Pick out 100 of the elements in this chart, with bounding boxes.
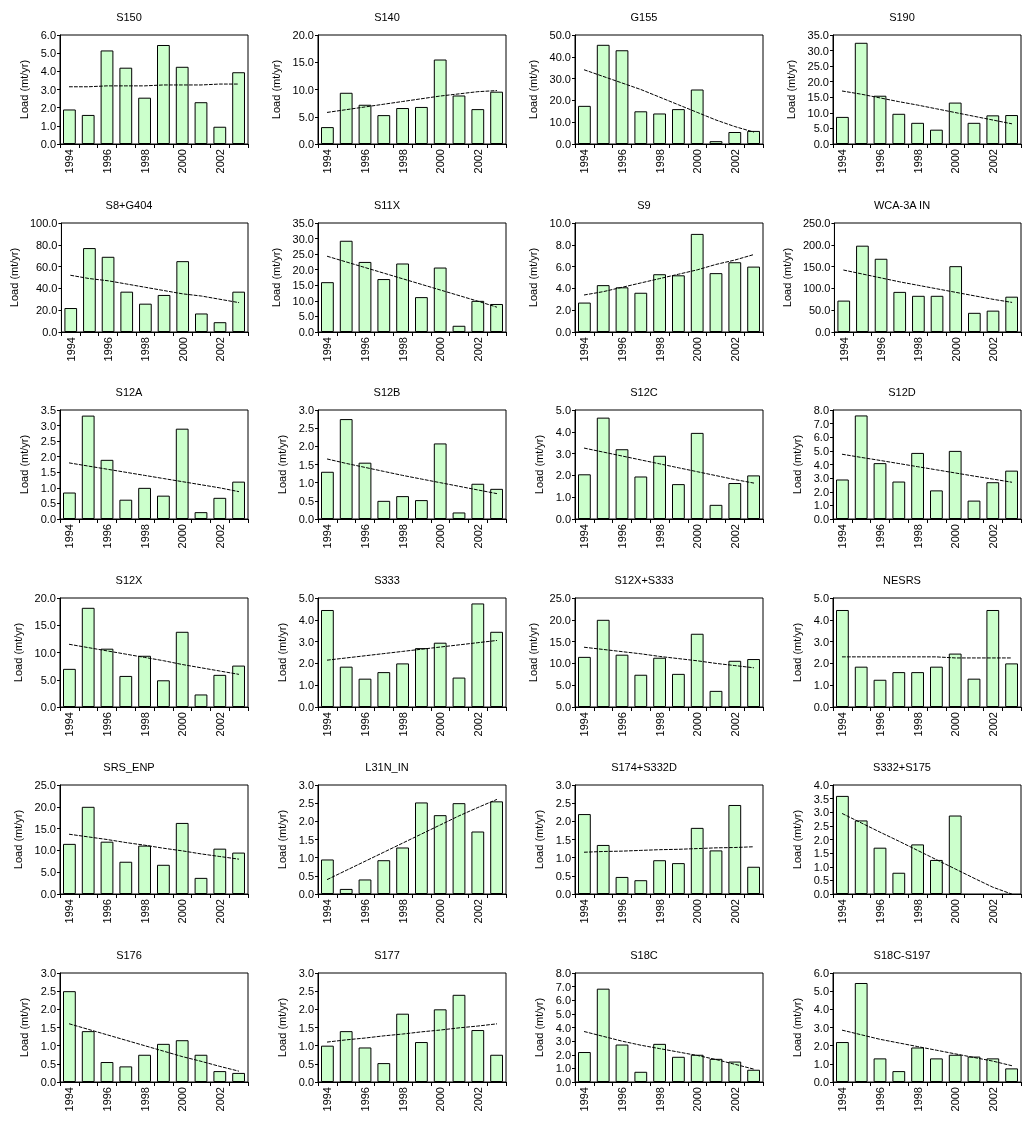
x-tick-label: 1996	[101, 524, 113, 549]
y-tick-label: 6.0	[813, 966, 829, 979]
x-tick-label: 1998	[396, 711, 409, 736]
x-tick-label: 1994	[63, 899, 76, 924]
y-tick-label: 3.5	[40, 404, 56, 416]
x-tick-label: 1994	[63, 711, 76, 736]
x-tick-label: 2002	[471, 336, 484, 361]
chart-title: S12X+S333	[614, 573, 674, 585]
y-tick-label: 3.0	[555, 779, 571, 791]
y-tick-label: 4.0	[813, 458, 829, 471]
y-tick-label: 0.0	[555, 700, 571, 713]
y-tick-label: 20.0	[549, 94, 571, 107]
x-tick-label: 2000	[176, 336, 189, 361]
y-tick-label: 3.0	[813, 635, 829, 648]
y-tick-label: 0.0	[298, 325, 314, 338]
x-tick-label: 1998	[396, 899, 409, 924]
y-tick-label: 0.0	[40, 700, 56, 713]
x-tick-label: 2000	[948, 149, 961, 174]
x-tick-label: 1998	[138, 899, 151, 924]
x-tick-label: 1994	[837, 336, 850, 361]
x-tick-label: 1994	[320, 336, 333, 361]
x-tick-label: 2000	[949, 336, 962, 361]
y-tick-label: 1.5	[40, 1021, 56, 1033]
y-tick-label: 8.0	[555, 966, 571, 979]
y-tick-label: 40.0	[36, 281, 58, 294]
x-tick-label: 2000	[691, 336, 704, 361]
y-tick-label: 1.0	[813, 1057, 829, 1070]
y-tick-label: 15.0	[292, 278, 314, 291]
y-tick-label: 2.0	[813, 485, 829, 498]
x-tick-label: 2000	[433, 899, 446, 924]
y-tick-label: 35.0	[807, 29, 829, 41]
y-axis-title: Load (mt/yr)	[790, 997, 803, 1057]
x-tick-label: 2002	[986, 899, 999, 924]
chart-title: S12C	[630, 385, 658, 398]
y-tick-label: 100.0	[29, 216, 58, 229]
y-axis-title: Load (mt/yr)	[269, 247, 282, 307]
y-tick-label: 10.0	[549, 656, 571, 669]
y-tick-label: 0.0	[40, 888, 56, 900]
x-tick-label: 1994	[320, 1086, 333, 1111]
chart-title: S176	[116, 948, 142, 960]
x-tick-label: 1998	[653, 149, 666, 174]
x-tick-label: 1996	[616, 711, 628, 736]
chart-title: S190	[888, 10, 915, 23]
y-tick-label: 0.0	[298, 513, 314, 525]
x-tick-label: 1998	[911, 1086, 924, 1111]
y-tick-label: 1.0	[40, 119, 56, 132]
x-tick-label: 2002	[471, 899, 484, 924]
y-tick-label: 2.5	[40, 435, 56, 448]
chart-title: WCA-3A IN	[873, 198, 930, 210]
x-tick-label: 2002	[213, 711, 226, 736]
x-tick-label: 1996	[101, 1086, 113, 1111]
y-tick-label: 15.0	[34, 618, 56, 631]
x-tick-label: 1998	[911, 899, 924, 924]
x-tick-label: 1996	[873, 1086, 886, 1111]
x-tick-label: 2000	[691, 711, 704, 736]
y-tick-label: 5.0	[298, 110, 314, 123]
x-tick-label: 1998	[653, 336, 666, 361]
y-axis-title: Load (mt/yr)	[18, 997, 31, 1057]
y-tick-label: 4.0	[813, 613, 829, 626]
y-tick-label: 10.0	[34, 844, 56, 857]
y-tick-label: 5.0	[40, 673, 56, 686]
x-tick-label: 1994	[835, 1086, 848, 1111]
y-tick-label: 0.0	[40, 138, 56, 150]
x-tick-label: 2002	[986, 711, 999, 736]
x-tick-label: 2002	[986, 524, 999, 549]
x-tick-label: 2002	[471, 711, 484, 736]
y-tick-label: 1.0	[813, 860, 829, 873]
x-tick-label: 1998	[911, 711, 924, 736]
y-tick-label: 10.0	[549, 116, 571, 129]
y-tick-label: 8.0	[813, 404, 829, 416]
x-tick-label: 2000	[176, 1086, 189, 1111]
chart-title: S332+S175	[872, 760, 931, 773]
y-axis-title: Load (mt/yr)	[275, 997, 288, 1057]
y-tick-label: 15.0	[807, 91, 829, 104]
chart-title: S333	[373, 573, 400, 585]
y-tick-label: 3.0	[813, 1021, 829, 1033]
x-tick-label: 2000	[433, 336, 446, 361]
x-tick-label: 1996	[873, 149, 886, 174]
y-tick-label: 5.0	[555, 678, 571, 691]
chart-title: S11X	[373, 198, 401, 210]
x-tick-label: 2000	[176, 899, 189, 924]
y-tick-label: 3.0	[298, 635, 314, 648]
x-tick-label: 2002	[728, 336, 741, 361]
x-tick-label: 2002	[728, 524, 741, 549]
y-tick-label: 1.0	[40, 481, 56, 494]
y-tick-label: 2.0	[40, 450, 56, 463]
x-tick-label: 2000	[948, 1086, 961, 1111]
y-tick-label: 2.0	[555, 815, 571, 828]
x-tick-label: 1994	[578, 1086, 591, 1111]
y-tick-label: 50.0	[808, 303, 830, 316]
x-tick-label: 1998	[653, 899, 666, 924]
x-tick-label: 2002	[471, 524, 484, 549]
y-tick-label: 200.0	[802, 238, 830, 251]
y-tick-label: 6.0	[555, 993, 571, 1006]
y-tick-label: 0.0	[814, 325, 830, 338]
y-tick-label: 15.0	[292, 56, 314, 69]
y-tick-label: 2.0	[40, 1002, 56, 1015]
y-tick-label: 5.0	[555, 1007, 571, 1020]
y-tick-label: 0.5	[298, 1057, 314, 1070]
x-tick-label: 1998	[911, 336, 924, 361]
